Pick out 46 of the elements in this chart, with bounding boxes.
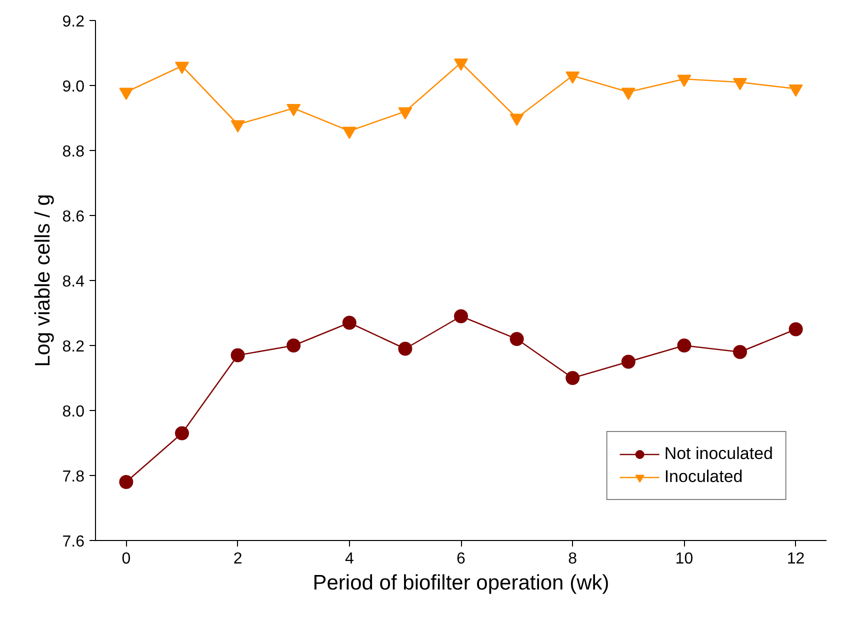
x-tick-label: 4 <box>344 550 354 568</box>
y-tick-label: 8.8 <box>62 144 85 160</box>
point <box>510 114 524 126</box>
point <box>454 58 468 71</box>
x-tick-label: 12 <box>786 550 805 568</box>
point <box>733 78 748 90</box>
point <box>788 84 803 97</box>
legend-label: Not inoculated <box>664 444 773 464</box>
point <box>621 354 636 369</box>
point <box>342 126 356 140</box>
point <box>454 309 468 324</box>
legend-label: Inoculated <box>664 467 743 487</box>
point <box>510 332 524 346</box>
point <box>286 104 301 116</box>
x-tick-label: 0 <box>122 550 131 568</box>
y-tick-label: 7.6 <box>62 534 85 550</box>
point <box>677 74 692 88</box>
point <box>174 426 189 440</box>
point <box>733 345 748 359</box>
x-tick-label: 8 <box>568 550 578 568</box>
point <box>119 88 134 100</box>
point <box>398 107 412 120</box>
y-tick-label: 8.4 <box>62 274 85 290</box>
y-axis-title: Log viable cells / g <box>31 194 54 367</box>
y-tick-label: 8.0 <box>62 404 85 420</box>
point <box>566 371 580 385</box>
x-tick-label: 2 <box>233 550 242 568</box>
point <box>398 342 412 356</box>
point <box>230 348 245 362</box>
x-tick-label: 10 <box>675 550 694 568</box>
point <box>119 475 134 489</box>
point <box>788 322 803 336</box>
x-tick-label: 6 <box>456 550 466 568</box>
point <box>342 316 356 330</box>
x-axis-title: Period of biofilter operation (wk) <box>312 572 610 594</box>
point <box>174 62 189 74</box>
point <box>566 71 580 84</box>
y-tick-label: 7.8 <box>62 468 85 486</box>
y-tick-label: 9.0 <box>62 78 85 96</box>
point <box>621 88 636 100</box>
y-tick-label: 8.6 <box>62 208 85 226</box>
point <box>286 338 301 352</box>
y-tick-label: 8.2 <box>62 338 85 356</box>
point <box>677 338 692 352</box>
y-tick-label: 9.2 <box>62 14 85 30</box>
point <box>230 120 245 133</box>
